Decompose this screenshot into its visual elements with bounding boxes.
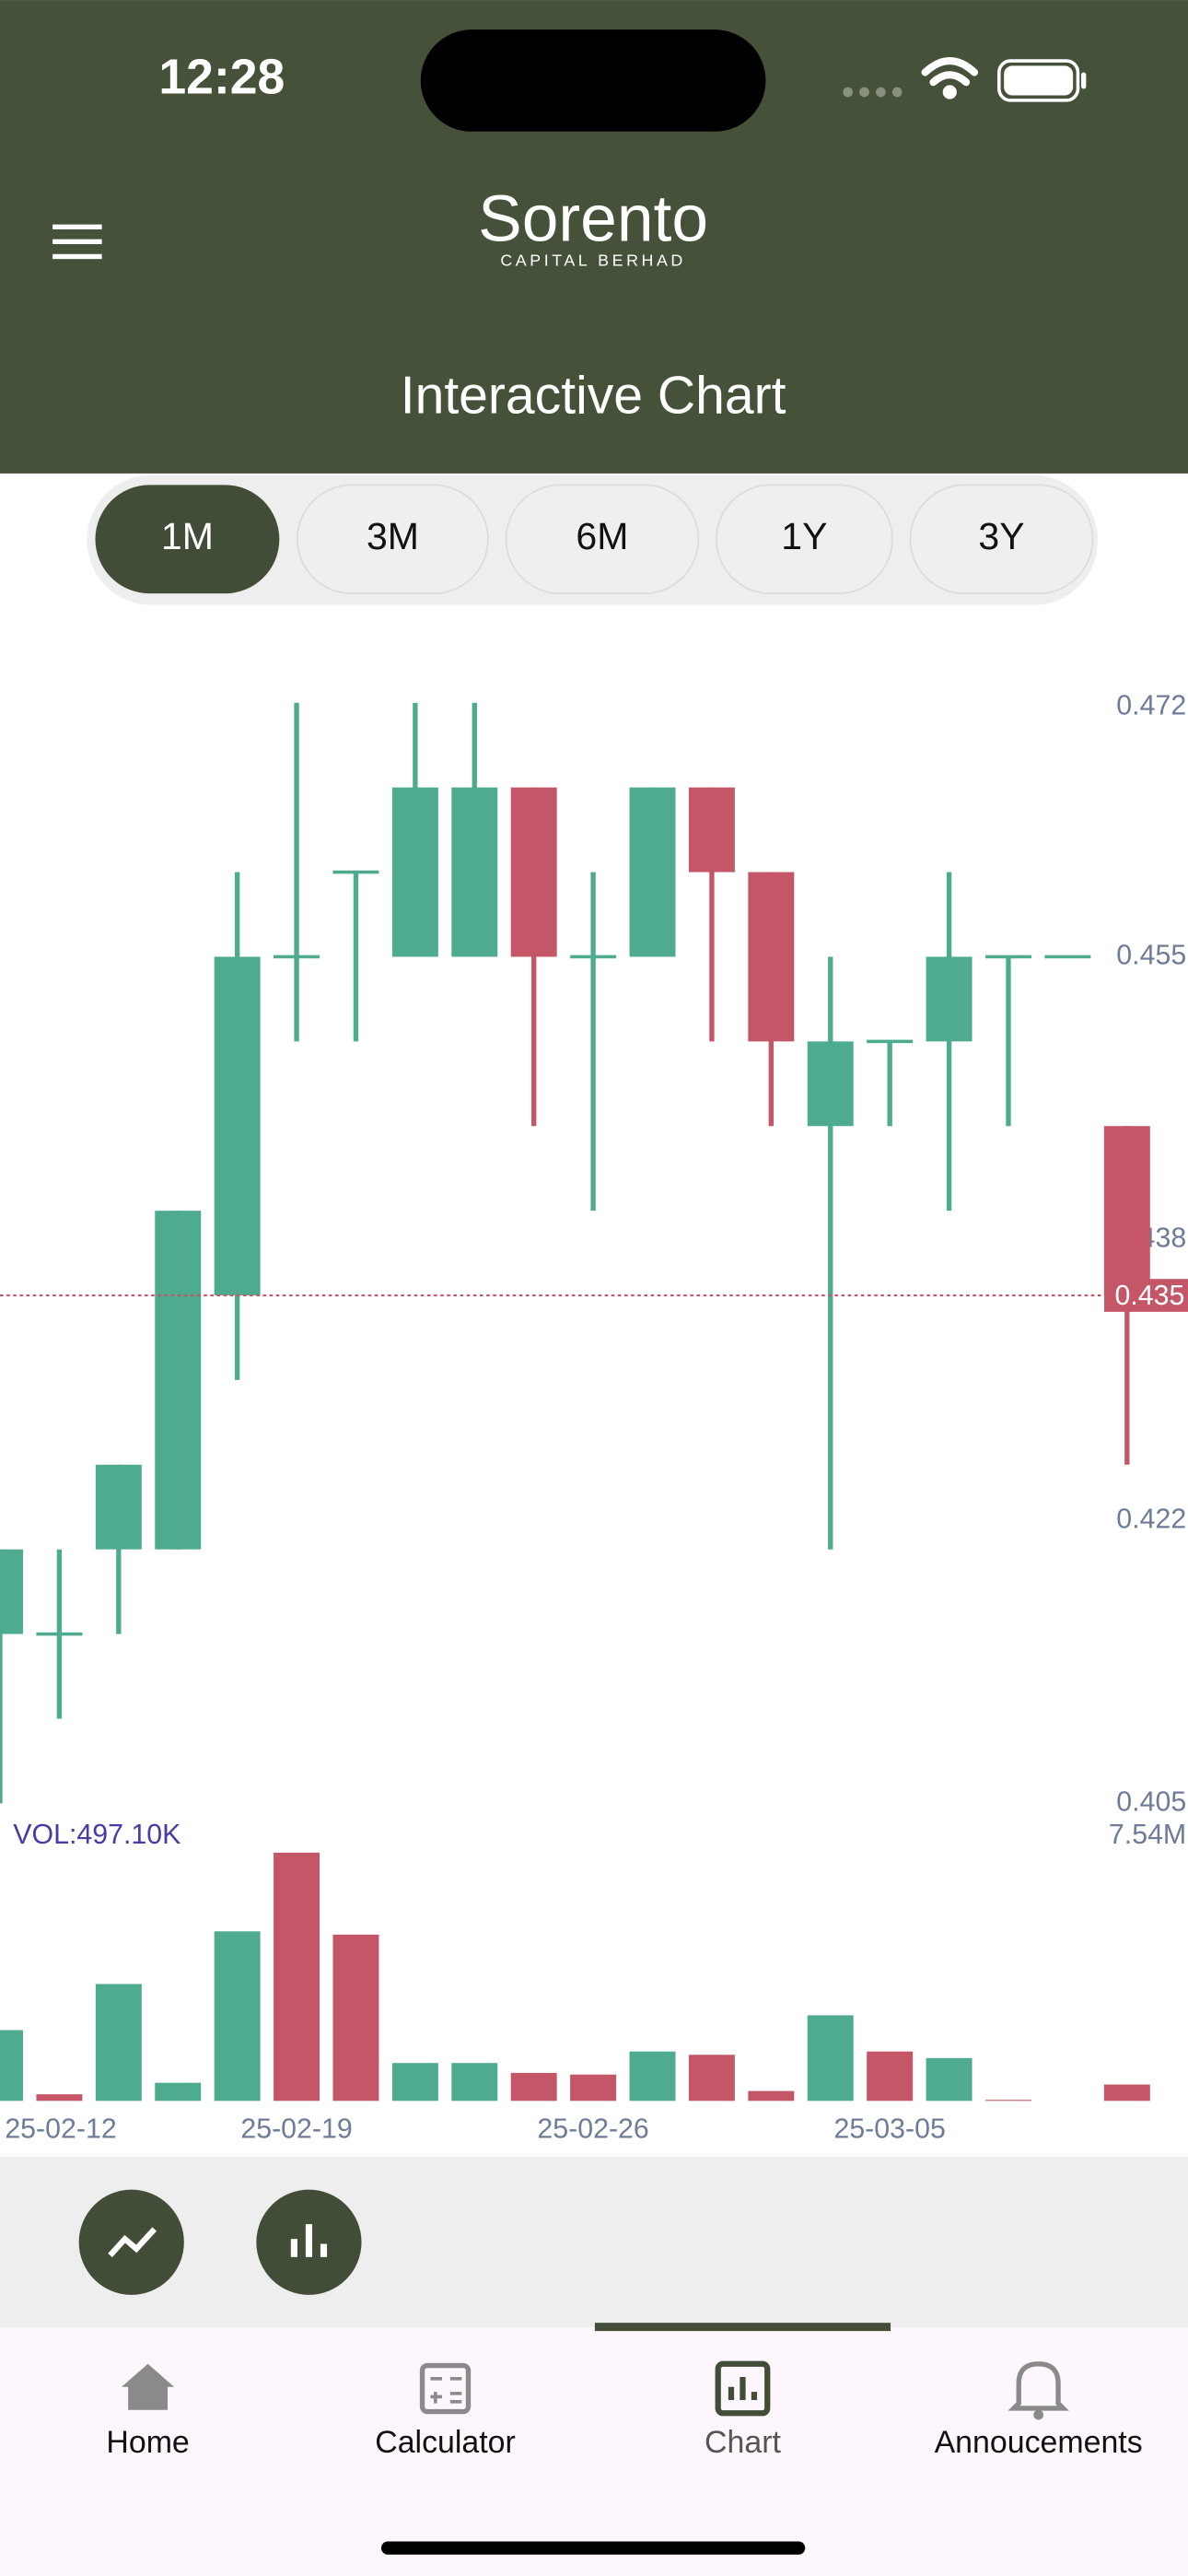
candle-body	[214, 956, 261, 1296]
candle-body	[95, 1464, 142, 1550]
nav-icon	[419, 2362, 472, 2415]
nav-icon	[1007, 2361, 1069, 2420]
volume-bar	[510, 2072, 557, 2102]
range-button-bg	[909, 484, 1094, 595]
volume-bar	[274, 1852, 320, 2102]
page-title: Interactive Chart	[401, 367, 786, 426]
nav-active-indicator	[594, 2323, 891, 2332]
volume-label: VOL:497.10K	[13, 1820, 181, 1850]
candle-body	[748, 872, 795, 1042]
range-button-bg	[716, 484, 893, 595]
candle-body	[155, 1211, 202, 1550]
last-price-tag	[1104, 1279, 1188, 1312]
range-button[interactable]: 3Y	[909, 484, 1094, 595]
dynamic-island	[420, 29, 766, 132]
nav-item[interactable]: Calculator	[375, 2362, 516, 2461]
x-tick-label: 25-02-12	[5, 2113, 116, 2144]
menu-button[interactable]	[52, 224, 102, 260]
range-button-label: 3Y	[978, 515, 1024, 557]
brand-logo: Sorento	[478, 182, 708, 256]
nav-label: Chart	[705, 2425, 781, 2460]
candle-body	[36, 1632, 83, 1636]
range-button-bg	[297, 484, 489, 595]
candle-body	[510, 787, 557, 957]
candle-body	[274, 954, 320, 959]
candle-body	[985, 954, 1031, 959]
range-button[interactable]: 1M	[95, 485, 280, 594]
range-button-label: 1Y	[781, 515, 827, 557]
volume-bar	[807, 2015, 854, 2102]
candle-body	[451, 787, 498, 957]
candle-body	[867, 1039, 914, 1044]
y-tick-label: 0.455	[1116, 940, 1186, 970]
volume-bar	[570, 2074, 617, 2102]
volume-bar	[95, 1984, 142, 2102]
wifi-icon	[921, 57, 979, 100]
range-button-label: 3M	[367, 515, 419, 557]
range-button-label: 1M	[161, 515, 214, 557]
candle-body	[926, 956, 973, 1042]
candle-body	[1103, 1126, 1150, 1296]
volume-bar	[1103, 2084, 1150, 2102]
home-indicator	[380, 2541, 806, 2555]
candle-body	[0, 1549, 23, 1634]
x-tick-label: 25-02-19	[240, 2113, 352, 2144]
volume-bar	[748, 2090, 795, 2102]
volume-tick-label: 7.54M	[1109, 1820, 1186, 1850]
tool-bar	[0, 2156, 1188, 2328]
x-tick-label: 25-03-05	[833, 2113, 945, 2144]
battery-icon	[997, 59, 1087, 102]
volume-bar	[867, 2051, 914, 2102]
nav-label: Home	[106, 2425, 189, 2460]
volume-bar	[688, 2055, 735, 2102]
volume-bar	[926, 2057, 973, 2102]
volume-bar	[0, 2030, 23, 2102]
line-chart-button[interactable]	[78, 2189, 184, 2295]
nav-icon	[715, 2360, 771, 2417]
volume-bar	[332, 1934, 379, 2102]
x-tick-label: 25-02-26	[537, 2113, 648, 2144]
candle-body	[391, 787, 438, 957]
volume-bar	[214, 1931, 261, 2102]
candle-body	[1044, 954, 1091, 959]
volume-bar	[36, 2094, 83, 2102]
range-button[interactable]: 3M	[297, 484, 489, 595]
candle-body	[688, 787, 735, 872]
nav-item[interactable]: Annoucements	[935, 2361, 1143, 2460]
volume-bar	[985, 2100, 1031, 2102]
candle-body	[629, 787, 676, 957]
bar-chart-button[interactable]	[256, 2189, 362, 2295]
range-button-bg	[505, 484, 700, 595]
last-price-label: 0.435	[1115, 1281, 1185, 1311]
nav-label: Annoucements	[935, 2425, 1143, 2460]
volume-bar	[451, 2063, 498, 2102]
range-button[interactable]: 1Y	[716, 484, 893, 595]
y-tick-label: 0.422	[1116, 1504, 1186, 1534]
volume-bar	[629, 2051, 676, 2102]
nav-bar	[0, 2327, 1188, 2576]
range-button[interactable]: 6M	[505, 484, 700, 595]
brand-subtitle: CAPITAL BERHAD	[500, 251, 686, 269]
candle-body	[332, 870, 379, 874]
range-button-bg	[95, 485, 280, 594]
range-button-label: 6M	[576, 515, 628, 557]
status-time: 12:28	[158, 51, 285, 105]
candle-body	[570, 954, 617, 959]
nav-label: Calculator	[375, 2425, 516, 2460]
candle-body	[807, 1041, 854, 1127]
volume-bar	[391, 2063, 438, 2102]
nav-item[interactable]: Chart	[594, 2323, 891, 2460]
y-tick-label: 0.472	[1116, 690, 1186, 720]
y-tick-label: 0.405	[1116, 1786, 1186, 1817]
signal-icon	[843, 87, 903, 98]
volume-bar	[155, 2082, 202, 2102]
